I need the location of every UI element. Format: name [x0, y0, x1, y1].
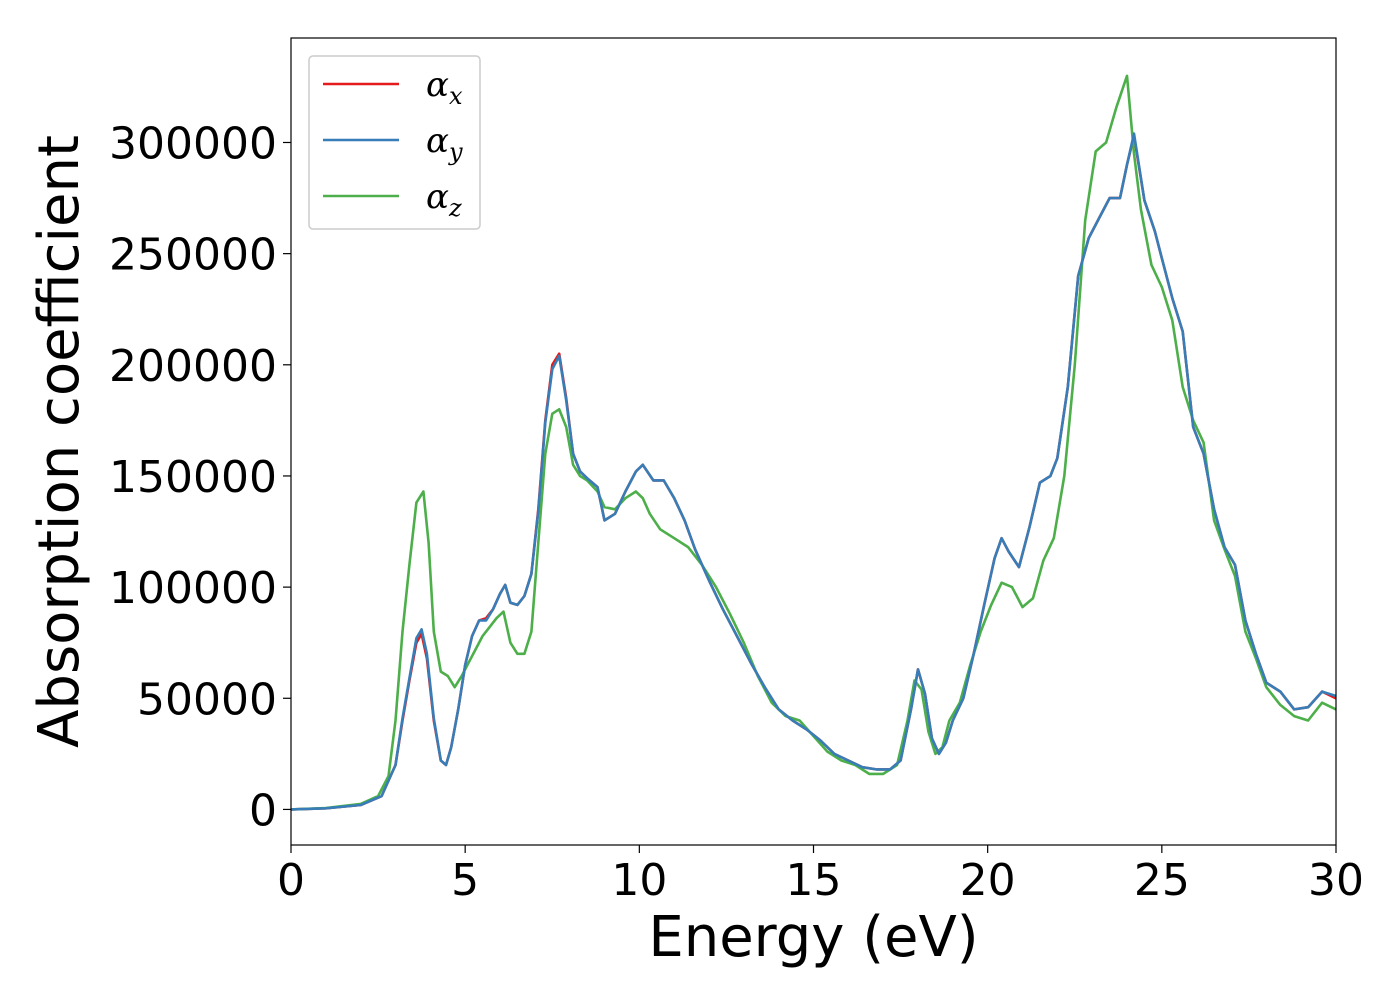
y-tick-label: 300000 [109, 118, 277, 169]
y-tick-label: 0 [249, 785, 277, 836]
x-axis-label: Energy (eV) [648, 905, 978, 970]
y-axis-ticks: 0 50000 100000 150000 200000 250000 300000 [109, 118, 291, 836]
series-line-y [290, 132, 1337, 811]
y-tick-label: 150000 [109, 452, 277, 503]
legend-box [308, 55, 481, 230]
legend-label-z: αz [426, 177, 462, 222]
x-tick-label: 30 [1308, 855, 1364, 906]
x-axis-ticks: 0 5 10 15 20 25 30 [277, 845, 1364, 906]
legend: αx αy αz [308, 55, 481, 230]
y-tick-label: 250000 [109, 230, 277, 281]
legend-label-y: αy [426, 121, 463, 166]
series-line-x [290, 134, 1337, 811]
y-tick-label: 50000 [137, 674, 277, 725]
x-tick-label: 10 [611, 855, 667, 906]
x-tick-label: 25 [1134, 855, 1190, 906]
y-tick-label: 200000 [109, 341, 277, 392]
y-tick-label: 100000 [109, 563, 277, 614]
legend-label-x: αx [426, 65, 463, 110]
x-tick-label: 5 [451, 855, 479, 906]
series-line-z [290, 74, 1337, 811]
y-axis-label: Absorption coefficient [27, 135, 92, 748]
x-tick-label: 15 [786, 855, 842, 906]
x-tick-label: 0 [277, 855, 305, 906]
x-tick-label: 20 [960, 855, 1016, 906]
series-layer [290, 74, 1337, 811]
